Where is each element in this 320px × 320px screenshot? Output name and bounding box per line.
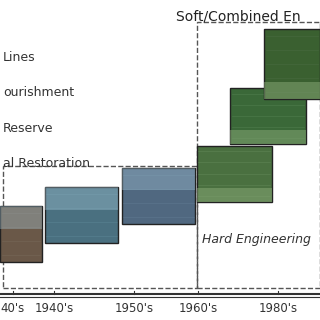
Bar xyxy=(0,206,42,262)
Text: ourishment: ourishment xyxy=(3,86,74,99)
Bar xyxy=(45,187,118,243)
Text: al Restoration: al Restoration xyxy=(3,157,90,170)
Bar xyxy=(230,88,306,144)
Text: 1940's: 1940's xyxy=(35,302,74,316)
Bar xyxy=(264,29,320,99)
Text: 40's: 40's xyxy=(1,302,25,316)
Bar xyxy=(197,146,272,202)
Text: Lines: Lines xyxy=(3,51,36,64)
Bar xyxy=(264,82,320,99)
Text: Hard Engineering: Hard Engineering xyxy=(202,234,310,246)
Bar xyxy=(122,168,195,190)
Bar xyxy=(197,22,320,288)
Bar xyxy=(3,166,197,288)
Text: Soft/Combined En: Soft/Combined En xyxy=(176,10,300,24)
Bar xyxy=(230,130,306,144)
Bar xyxy=(45,187,118,210)
Text: 1950's: 1950's xyxy=(115,302,154,316)
Text: Reserve: Reserve xyxy=(3,122,54,134)
Bar xyxy=(197,188,272,202)
Text: 1960's: 1960's xyxy=(179,302,218,316)
Bar xyxy=(122,168,195,224)
Bar xyxy=(0,206,42,229)
Text: 1980's: 1980's xyxy=(259,302,298,316)
